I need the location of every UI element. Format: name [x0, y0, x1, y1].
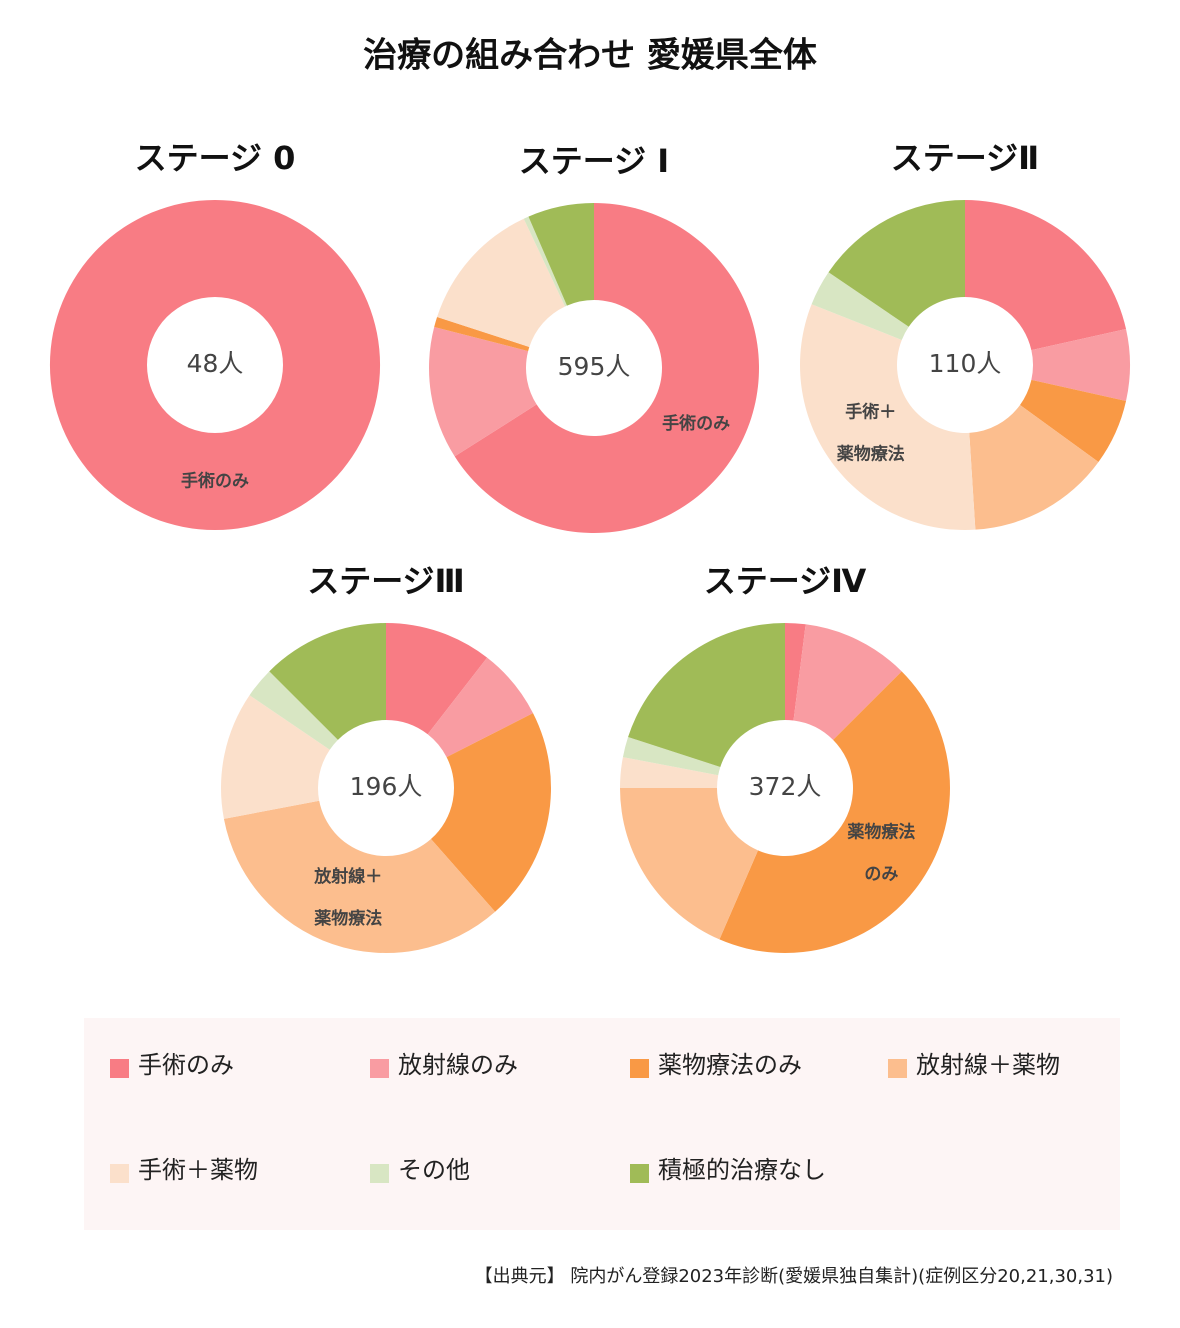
center-label: 110人 — [929, 349, 1002, 378]
slice-label: 薬物療法 — [837, 443, 905, 464]
legend-box — [84, 1018, 1120, 1230]
legend-label: 薬物療法のみ — [658, 1051, 802, 1079]
pie-slice — [785, 623, 806, 721]
pie-slice — [719, 671, 950, 953]
legend-label: 手術のみ — [138, 1051, 234, 1079]
center-label: 372人 — [749, 772, 822, 801]
legend-swatch — [370, 1164, 389, 1183]
pie-slice — [249, 671, 338, 750]
pie-slice — [523, 216, 567, 307]
legend-swatch — [630, 1059, 649, 1078]
pie-slice — [828, 200, 965, 327]
pie-slice — [969, 404, 1099, 530]
legend-swatch — [370, 1059, 389, 1078]
page-title: 治療の組み合わせ 愛媛県全体 — [363, 36, 817, 76]
slice-label: 薬物療法 — [314, 908, 382, 929]
legend-swatch — [888, 1059, 907, 1078]
legend-swatch — [110, 1059, 129, 1078]
pie-slice — [434, 317, 530, 352]
legend-swatch — [630, 1164, 649, 1183]
pie-slice — [800, 304, 976, 530]
center-label: 595人 — [558, 352, 631, 381]
pie-slice — [269, 623, 386, 740]
pie-slice — [427, 657, 534, 758]
center-label: 196人 — [350, 772, 423, 801]
legend-label: その他 — [398, 1156, 470, 1184]
pie-slice — [811, 272, 909, 340]
slice-label: 手術のみ — [662, 413, 730, 434]
pie-title: ステージ I — [519, 142, 669, 180]
slice-label: のみ — [864, 864, 898, 884]
slice-label: 手術のみ — [181, 471, 249, 492]
legend-label: 積極的治療なし — [658, 1156, 826, 1184]
pie-slice — [620, 757, 719, 788]
pie-slice — [430, 713, 551, 912]
pie-slice — [628, 623, 785, 767]
pie-slice — [223, 800, 496, 953]
pie-title: ステージⅡ — [891, 139, 1039, 177]
source: 【出典元】 院内がん登録2023年診断(愛媛県独自集計)(症例区分20,21,3… — [475, 1266, 1113, 1287]
pie-slice — [965, 200, 1127, 351]
legend-swatch — [110, 1164, 129, 1183]
pie-slice — [429, 326, 537, 457]
legend-label: 手術＋薬物 — [138, 1156, 258, 1184]
slice-label: 薬物療法 — [847, 821, 915, 842]
pie-slice — [49, 199, 381, 530]
pie-slice — [437, 218, 566, 347]
pie-title: ステージⅣ — [704, 562, 867, 600]
slice-label: 手術＋ — [845, 401, 896, 422]
legend-label: 放射線のみ — [398, 1051, 518, 1079]
pie-slice — [620, 788, 758, 940]
pie-slice — [221, 695, 330, 819]
pie-slice — [386, 623, 488, 735]
pie-slice — [1031, 329, 1130, 401]
pie-slice — [454, 203, 759, 533]
legend-label: 放射線＋薬物 — [916, 1051, 1060, 1079]
pie-slice — [1020, 379, 1127, 462]
pie-title: ステージⅢ — [307, 562, 465, 600]
center-label: 48人 — [187, 349, 244, 378]
pie-title: ステージ 0 — [135, 139, 296, 177]
pie-slice — [793, 624, 902, 740]
pie-slice — [622, 737, 721, 776]
slice-label: 放射線＋ — [313, 866, 382, 887]
pie-slice — [528, 203, 594, 306]
